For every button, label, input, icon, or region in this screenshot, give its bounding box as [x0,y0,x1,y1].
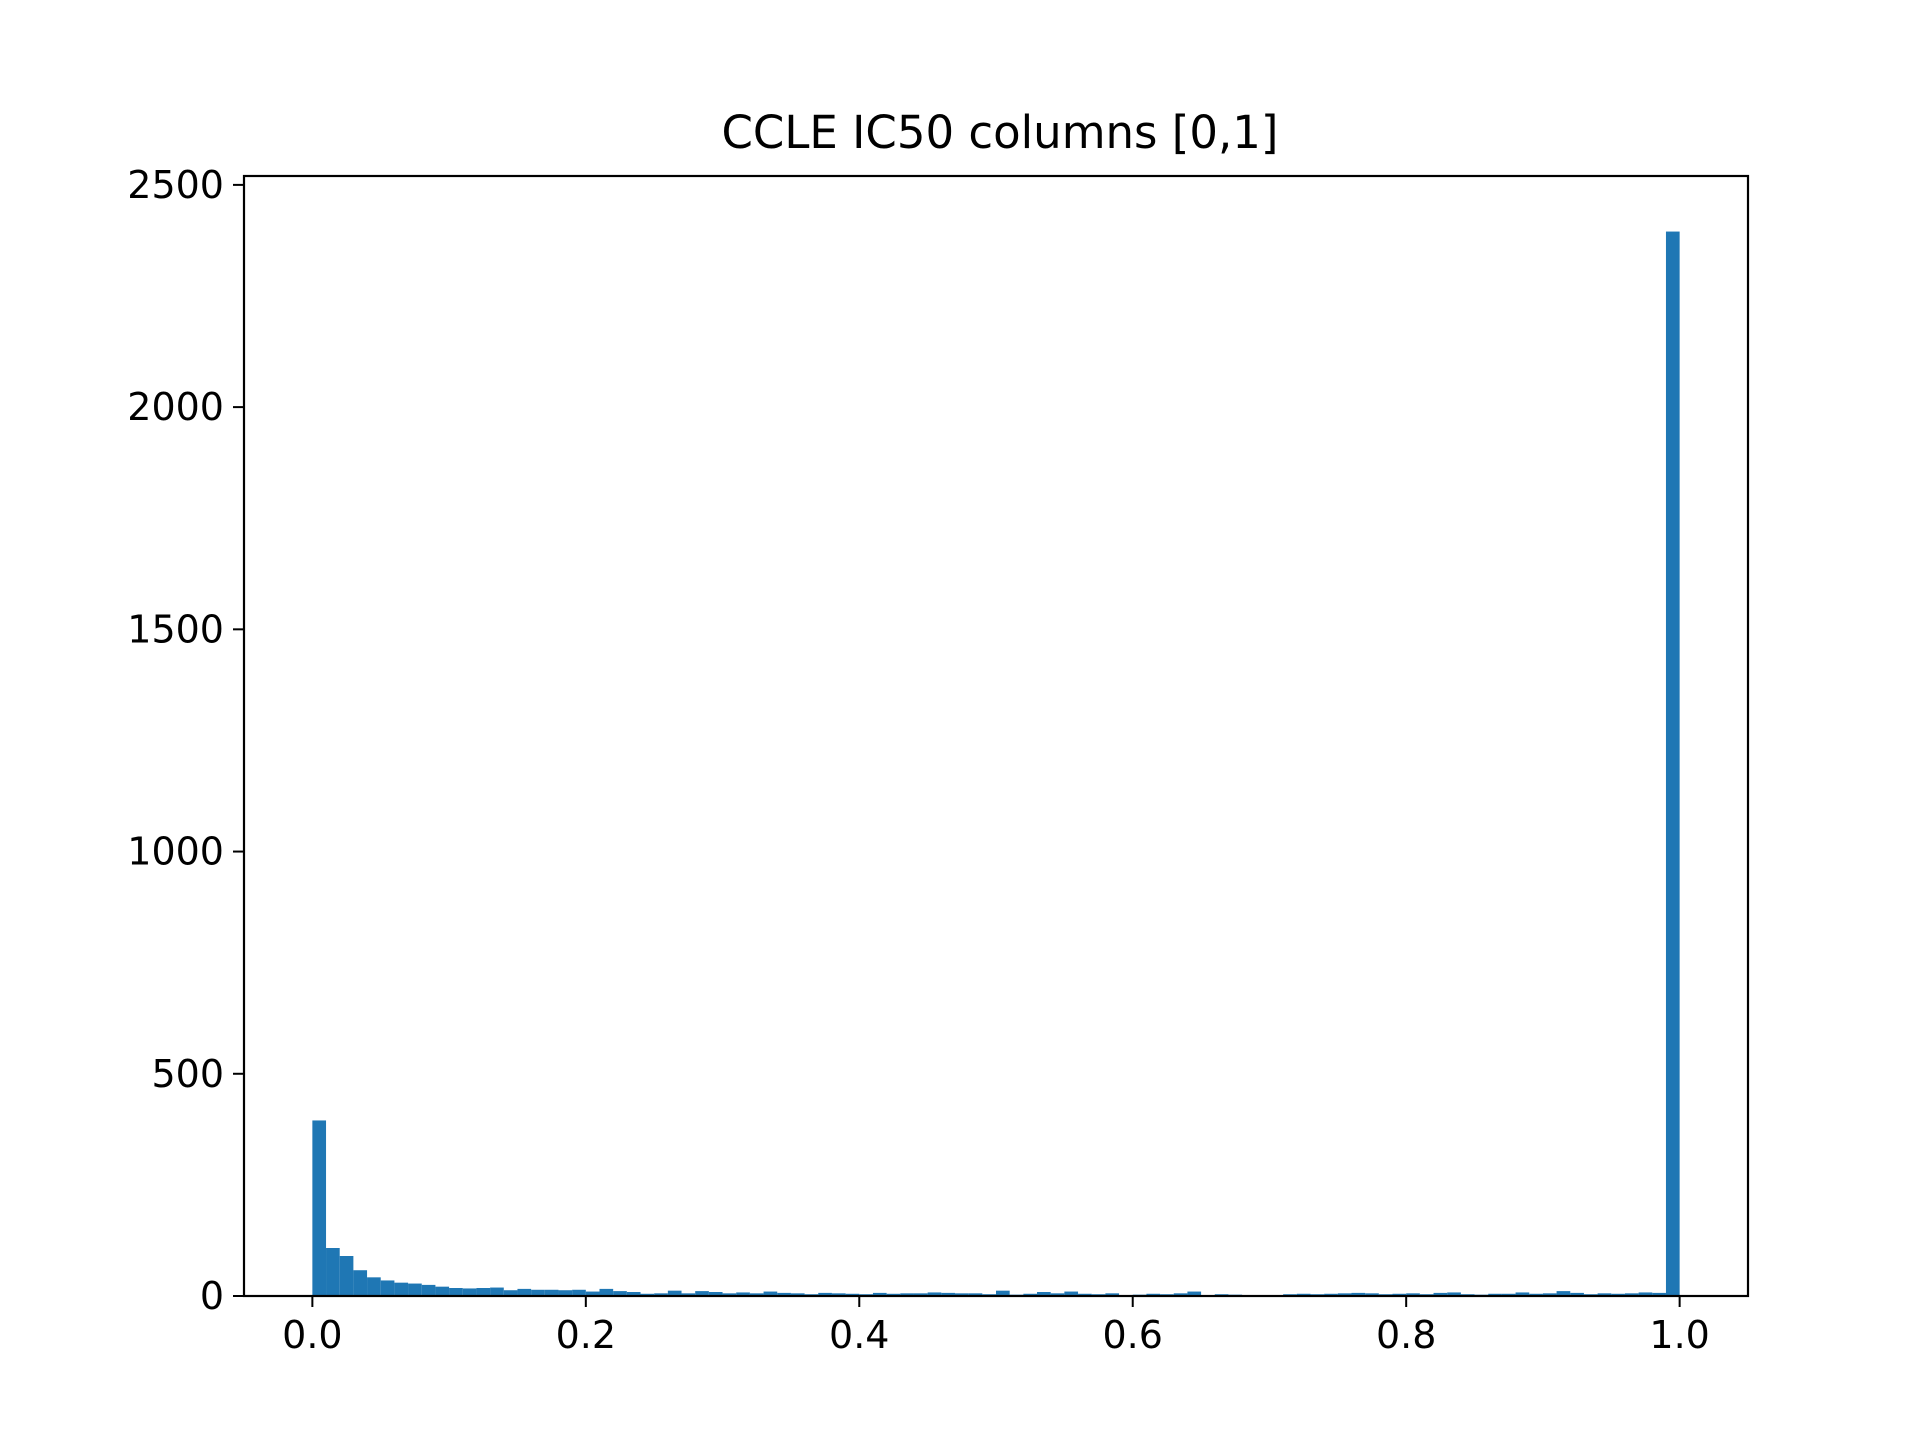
histogram-bar [913,1293,928,1296]
histogram-bar [613,1291,627,1296]
histogram-bar [818,1292,832,1296]
histogram-bar [476,1288,491,1296]
histogram-bar [886,1293,901,1296]
histogram-bar [517,1288,532,1296]
histogram-bar [790,1293,805,1296]
y-tick-label: 2500 [127,163,224,207]
y-axis: 0 500 1000 1500 2000 2500 [127,163,244,1318]
x-tick-label: 0.0 [282,1313,342,1357]
y-tick-label: 0 [200,1274,224,1318]
histogram-bar [1064,1291,1079,1296]
histogram-bar [763,1291,778,1296]
histogram-bar [1050,1293,1065,1296]
histogram-bar [1406,1293,1420,1296]
histogram-bar [1611,1293,1625,1296]
histogram-bar [681,1293,696,1296]
histogram-bar [708,1292,723,1296]
histogram-bar [996,1290,1010,1296]
histogram-bar [531,1289,545,1296]
histogram-bar [695,1291,709,1296]
histogram-bar [367,1277,381,1296]
histogram-bar [1570,1292,1584,1296]
histogram-bar [1324,1293,1338,1296]
y-tick-label: 500 [151,1052,224,1096]
x-tick-label: 1.0 [1649,1313,1709,1357]
histogram-bar [1187,1291,1202,1296]
histogram-bar [380,1280,395,1296]
histogram-bar [1488,1293,1502,1296]
histogram-bar [1392,1293,1407,1296]
histogram-bar [845,1293,860,1296]
histogram-bar [1105,1293,1120,1296]
histogram-bar [941,1292,955,1296]
histogram-bar [339,1256,354,1296]
histogram-bar [1351,1292,1366,1296]
histogram-bar [900,1293,914,1296]
histogram-bar [1146,1293,1161,1296]
histogram-bar [1638,1292,1653,1296]
histogram-bar [831,1293,846,1296]
histogram-bar [872,1292,887,1296]
histogram-bar [1624,1293,1639,1296]
histogram-bar [640,1293,655,1296]
histogram-bar [353,1270,368,1296]
chart-title: CCLE IC50 columns [0,1] [722,106,1279,159]
x-tick-label: 0.6 [1103,1313,1163,1357]
histogram-bar [1447,1292,1461,1296]
histogram-bar [544,1289,559,1296]
histogram-bar [1037,1292,1051,1296]
histogram-bar [326,1248,340,1296]
histogram-bar [722,1293,737,1296]
histogram-bar [749,1293,764,1296]
histogram-bar [408,1283,422,1296]
histogram-bar [462,1288,477,1296]
histogram-bar [968,1293,983,1296]
histogram-bar [1652,1292,1666,1296]
histogram-bar [667,1290,682,1296]
histogram-bar [1023,1293,1038,1296]
histogram-bar [1597,1293,1612,1296]
histogram-bar [449,1288,463,1296]
histogram-bar [1337,1293,1352,1296]
histogram-bar [654,1293,668,1296]
histogram-bar [599,1288,614,1296]
histogram-bar [1529,1293,1543,1296]
y-tick-label: 1000 [127,830,224,874]
histogram-bar [1515,1292,1530,1296]
x-tick-label: 0.2 [556,1313,616,1357]
histogram-bar [927,1292,942,1296]
y-tick-label: 1500 [127,607,224,651]
histogram-bar [1365,1293,1379,1296]
y-tick-label: 2000 [127,385,224,429]
histogram-bars [312,231,1680,1297]
histogram-bar [1296,1293,1311,1296]
plot-frame [242,174,1750,1298]
histogram-bar [572,1289,586,1296]
histogram-bar [1665,231,1680,1297]
x-tick-label: 0.4 [829,1313,889,1357]
histogram-bar [490,1287,504,1296]
histogram-bar [954,1293,969,1296]
x-axis: 0.0 0.2 0.4 0.6 0.8 1.0 [282,1296,1710,1357]
histogram-bar [435,1286,450,1296]
histogram-bar [1173,1293,1188,1296]
histogram-bar [626,1292,641,1296]
histogram-bar [1078,1293,1092,1296]
histogram-bar [421,1284,436,1296]
x-tick-label: 0.8 [1376,1313,1436,1357]
histogram-bar [1556,1291,1571,1296]
histogram-bar [1433,1292,1448,1296]
histogram-bar [777,1292,791,1296]
histogram-bar [585,1291,600,1296]
histogram-bar [1542,1293,1557,1296]
histogram-bar [394,1282,409,1296]
histogram-bar [312,1120,327,1296]
histogram-bar [558,1290,573,1296]
histogram-bar [1501,1293,1516,1296]
histogram-bar [503,1290,518,1296]
histogram-bar [736,1292,750,1296]
